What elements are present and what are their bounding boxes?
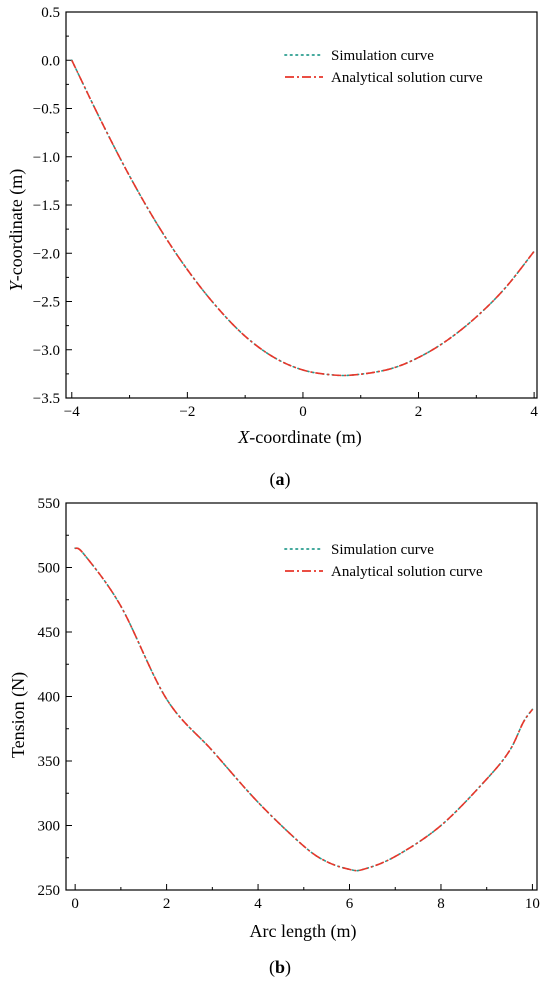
- chart-b-frame: [65, 502, 538, 891]
- chart-a-legend-analytical-label: Analytical solution curve: [331, 70, 483, 86]
- chart-a-xtick-label: 4: [530, 404, 538, 420]
- chart-a-ytick-label: −3.0: [33, 343, 60, 359]
- chart-a: −4 −2 0 2 4 0.5 0.0 −0.5 −1.0 −1.5 −2.0 −2.5 −3.0 −3.…: [6, 5, 538, 490]
- chart-a-xtick-label: −4: [64, 404, 80, 420]
- chart-b-ylabel: Tension (N): [8, 672, 29, 758]
- chart-b-ytick-label: 450: [38, 625, 61, 641]
- chart-a-series-analytical: [71, 59, 535, 377]
- chart-a-ytick-label: −0.5: [33, 102, 60, 118]
- chart-b-xtick-label: 6: [346, 896, 354, 912]
- chart-b-xtick-label: 10: [525, 896, 540, 912]
- chart-b-plot-area: 0 2 4 6 8 10 550 500 450 400 350 300 250 Simulation c…: [38, 496, 540, 912]
- chart-a-ytick-label: −2.5: [33, 295, 60, 311]
- chart-b-xtick-label: 4: [254, 896, 262, 912]
- chart-b-legend-analytical-label: Analytical solution curve: [331, 564, 483, 580]
- chart-b-ytick-label: 250: [38, 883, 61, 899]
- chart-a-ytick-label: 0.5: [41, 5, 60, 21]
- chart-a-ylabel: Y-coordinate (m): [6, 169, 27, 291]
- chart-b-caption: (b): [269, 957, 291, 978]
- chart-a-ytick-label: 0.0: [41, 53, 60, 69]
- chart-a-xtick-label: 2: [415, 404, 423, 420]
- chart-a-xlabel: X-coordinate (m): [237, 427, 361, 448]
- chart-b-xtick-label: 2: [163, 896, 171, 912]
- chart-b-ytick-label: 300: [38, 819, 61, 835]
- chart-b-ytick-label: 550: [38, 496, 61, 512]
- chart-b-ytick-label: 400: [38, 690, 61, 706]
- chart-b: 0 2 4 6 8 10 550 500 450 400 350 300 250 Simulation c…: [8, 496, 540, 978]
- chart-b-legend-simulation-label: Simulation curve: [331, 542, 434, 558]
- chart-a-xtick-label: −2: [179, 404, 195, 420]
- chart-a-ytick-label: −3.5: [33, 391, 60, 407]
- chart-b-series-analytical: [74, 547, 534, 872]
- chart-a-series-simulation: [70, 59, 535, 377]
- chart-b-ytick-label: 500: [38, 561, 61, 577]
- chart-b-series-simulation: [74, 547, 534, 872]
- chart-a-ytick-label: −1.0: [33, 150, 60, 166]
- chart-a-ytick-label: −2.0: [33, 246, 60, 262]
- chart-b-ytick-label: 350: [38, 754, 61, 770]
- chart-a-caption: (a): [270, 469, 291, 490]
- chart-b-xtick-label: 0: [71, 896, 79, 912]
- chart-a-legend-simulation-label: Simulation curve: [331, 48, 434, 64]
- chart-a-xtick-label: 0: [299, 404, 307, 420]
- chart-a-ytick-label: −1.5: [33, 198, 60, 214]
- chart-b-xlabel: Arc length (m): [250, 921, 357, 942]
- chart-a-plot-area: −4 −2 0 2 4 0.5 0.0 −0.5 −1.0 −1.5 −2.0 −2.5 −3.0 −3.…: [33, 5, 539, 420]
- chart-b-xtick-label: 8: [437, 896, 445, 912]
